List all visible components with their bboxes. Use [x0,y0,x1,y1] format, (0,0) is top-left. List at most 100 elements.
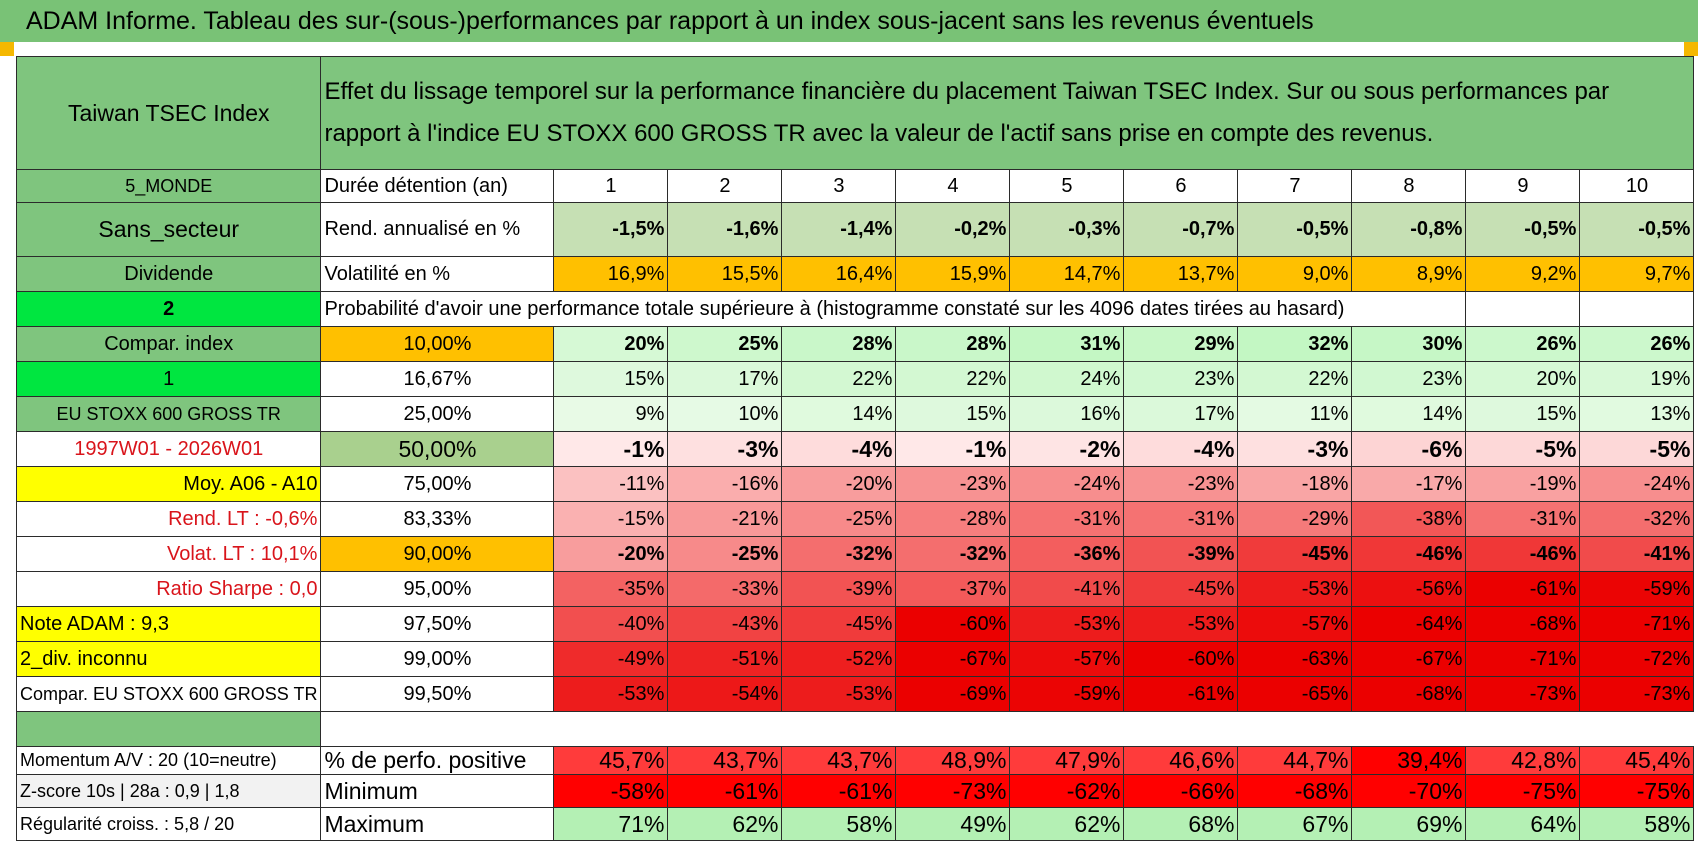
quantile-value: -28% [895,501,1011,537]
statistic-value: -58% [553,774,669,808]
quantile-value: 14% [1351,396,1467,432]
statistic-value: 69% [1351,807,1467,841]
asset-name: Taiwan TSEC Index [15,56,322,170]
report-description: Effet du lissage temporel sur la perform… [320,56,1695,170]
statistic-value: 62% [667,807,783,841]
empty-cell [1579,291,1695,327]
quantile-value: -24% [1009,466,1125,502]
quantile-value: -4% [1123,431,1239,467]
quantile-value: -2% [1009,431,1125,467]
quantile-value: -65% [1237,676,1353,712]
spacer-cell [15,711,322,747]
quantile-value: 10% [667,396,783,432]
statistic-value: 43,7% [781,746,897,775]
period-label: 1997W01 - 2026W01 [15,431,322,467]
long-term-volatility: Volat. LT : 10,1% [15,536,322,572]
volatility-value: 8,9% [1351,256,1467,292]
statistic-value: -61% [667,774,783,808]
statistic-value: -70% [1351,774,1467,808]
quantile-label: 97,50% [320,606,555,642]
year-header: 9 [1465,169,1581,203]
quantile-value: 22% [1237,361,1353,397]
quantile-value: 31% [1009,326,1125,362]
statistic-value: 71% [553,807,669,841]
quantile-value: -60% [895,606,1011,642]
statistic-value: 43,7% [667,746,783,775]
quantile-value: 15% [553,361,669,397]
compare-index-label: Compar. index [15,326,322,362]
quantile-value: -71% [1465,641,1581,677]
quantile-value: -11% [553,466,669,502]
choice-two: 2 [15,291,322,327]
volatility-value: 15,9% [895,256,1011,292]
quantile-value: -3% [1237,431,1353,467]
quantile-label: 90,00% [320,536,555,572]
quantile-value: 22% [781,361,897,397]
statistic-value: 67% [1237,807,1353,841]
quantile-value: -61% [1123,676,1239,712]
quantile-value: 17% [1123,396,1239,432]
quantile-value: -5% [1465,431,1581,467]
volatility-value: 9,2% [1465,256,1581,292]
statistic-value: 48,9% [895,746,1011,775]
quantile-value: -21% [667,501,783,537]
quantile-value: 23% [1123,361,1239,397]
statistic-value: -61% [781,774,897,808]
performance-table: Taiwan TSEC Index Effet du lissage tempor… [15,56,1695,841]
quantile-value: -49% [553,641,669,677]
sharpe-ratio: Ratio Sharpe : 0,0 [15,571,322,607]
frame-corner-right [1684,42,1698,56]
annual-return-value: -0,5% [1237,202,1353,257]
statistic-value: 45,7% [553,746,669,775]
quantile-value: -40% [553,606,669,642]
quantile-value: 13% [1579,396,1695,432]
quantile-value: 28% [781,326,897,362]
choice-one: 1 [15,361,322,397]
quantile-label: 75,00% [320,466,555,502]
quantile-value: -53% [781,676,897,712]
statistic-value: -73% [895,774,1011,808]
quantile-value: -35% [553,571,669,607]
statistic-value: 68% [1123,807,1239,841]
quantile-value: -16% [667,466,783,502]
quantile-value: -61% [1465,571,1581,607]
quantile-value: -51% [667,641,783,677]
quantile-value: -46% [1351,536,1467,572]
spacer-cell [320,711,1694,747]
statistic-value: 58% [1579,807,1695,841]
dividend-status: 2_div. inconnu [15,641,322,677]
quantile-value: 26% [1465,326,1581,362]
quantile-value: -23% [895,466,1011,502]
year-header: 5 [1009,169,1125,203]
empty-cell [1465,291,1581,327]
comparison-label: Compar. EU STOXX 600 GROSS TR [15,676,322,712]
year-header: 10 [1579,169,1695,203]
statistic-value: 62% [1009,807,1125,841]
quantile-value: -60% [1123,641,1239,677]
quantile-value: 15% [895,396,1011,432]
quantile-value: -53% [1237,571,1353,607]
indicator-label: Z-score 10s | 28a : 0,9 | 1,8 [15,774,322,808]
volatility-value: 15,5% [667,256,783,292]
quantile-value: -1% [895,431,1011,467]
quantile-value: -20% [553,536,669,572]
quantile-value: -4% [781,431,897,467]
statistic-label: Maximum [320,807,555,841]
year-header: 8 [1351,169,1467,203]
quantile-value: -57% [1237,606,1353,642]
quantile-label: 25,00% [320,396,555,432]
quantile-value: -31% [1009,501,1125,537]
statistic-value: -75% [1465,774,1581,808]
annual-return-value: -0,8% [1351,202,1467,257]
quantile-value: -53% [1009,606,1125,642]
quantile-value: -38% [1351,501,1467,537]
quantile-value: -63% [1237,641,1353,677]
quantile-value: 28% [895,326,1011,362]
quantile-value: -32% [1579,501,1695,537]
year-header: 1 [553,169,669,203]
quantile-value: 29% [1123,326,1239,362]
quantile-value: -52% [781,641,897,677]
quantile-value: -46% [1465,536,1581,572]
statistic-label: % de perfo. positive [320,746,555,775]
probability-caption: Probabilité d'avoir une performance tota… [320,291,1467,327]
